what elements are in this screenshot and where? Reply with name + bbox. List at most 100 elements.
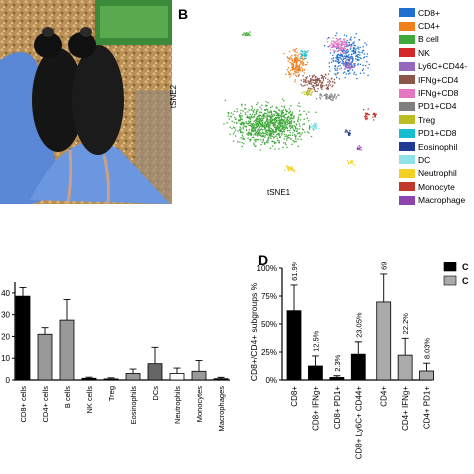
tsne-point xyxy=(276,107,278,109)
tsne-point xyxy=(278,117,281,119)
tsne-point xyxy=(286,56,288,58)
tsne-point xyxy=(334,50,336,52)
tsne-point xyxy=(251,130,253,132)
tsne-point xyxy=(349,58,351,60)
tsne-point xyxy=(347,55,349,57)
tsne-point xyxy=(336,67,338,69)
y-tick-label: 0% xyxy=(265,376,277,385)
tsne-point xyxy=(345,56,347,58)
tsne-point xyxy=(355,33,357,35)
tsne-point xyxy=(259,121,261,123)
tsne-point xyxy=(292,68,294,71)
tsne-point xyxy=(331,40,333,42)
tsne-point xyxy=(281,122,283,124)
error-bar xyxy=(173,367,181,374)
tsne-point xyxy=(283,129,285,131)
tsne-point xyxy=(290,58,293,60)
tsne-point xyxy=(337,42,339,44)
tsne-point xyxy=(289,110,291,112)
tsne-point xyxy=(350,162,352,164)
tsne-point xyxy=(312,129,315,131)
tsne-point xyxy=(347,50,350,52)
tsne-point xyxy=(290,117,292,120)
tsne-point xyxy=(293,129,295,131)
value-label: 2.3% xyxy=(333,354,342,371)
tsne-point xyxy=(277,122,280,125)
tsne-point xyxy=(364,117,367,119)
tsne-point xyxy=(366,53,368,55)
tsne-point xyxy=(333,46,335,48)
tsne-point xyxy=(266,120,268,122)
tsne-point xyxy=(281,98,284,100)
tsne-point xyxy=(313,125,315,128)
bar xyxy=(329,377,345,381)
legend-swatch xyxy=(399,34,415,44)
tsne-point xyxy=(325,77,327,79)
tsne-point xyxy=(347,132,350,134)
tsne-point xyxy=(290,166,292,169)
tsne-point xyxy=(319,97,321,99)
tsne-point xyxy=(273,110,275,113)
tsne-point xyxy=(353,47,355,49)
tsne-point xyxy=(259,114,261,117)
tsne-point xyxy=(243,138,245,141)
tsne-point xyxy=(303,91,305,93)
tsne-point xyxy=(256,122,258,124)
tsne-point xyxy=(235,135,237,137)
tsne-point xyxy=(302,62,305,64)
tsne-point xyxy=(242,121,244,124)
tsne-point xyxy=(280,125,282,127)
tsne-point xyxy=(268,126,270,129)
legend-swatch xyxy=(399,115,415,125)
tsne-point xyxy=(282,122,284,125)
tsne-point xyxy=(268,130,270,132)
tsne-point xyxy=(297,57,299,59)
tsne-point xyxy=(341,43,343,45)
tsne-point xyxy=(349,161,351,163)
tsne-point xyxy=(247,34,250,36)
tsne-point xyxy=(283,117,286,119)
category-label: CD8+ IFNg+ xyxy=(311,386,320,431)
tsne-point xyxy=(245,113,247,116)
tsne-point xyxy=(313,85,315,87)
tsne-point xyxy=(293,54,296,56)
tsne-point xyxy=(307,89,309,92)
tsne-point xyxy=(254,132,257,134)
tsne-point xyxy=(248,109,250,111)
tsne-point xyxy=(301,54,303,56)
tsne-point xyxy=(298,69,301,72)
tsne-point xyxy=(293,171,295,173)
tsne-point xyxy=(239,128,241,131)
tsne-point xyxy=(278,130,281,132)
tsne-point xyxy=(366,113,368,115)
tsne-point xyxy=(262,119,264,121)
tsne-point xyxy=(294,135,296,137)
tsne-point xyxy=(327,73,330,75)
tsne-point xyxy=(309,80,312,82)
tsne-point xyxy=(271,105,273,108)
tsne-point xyxy=(373,113,376,116)
tsne-point xyxy=(262,117,264,120)
tsne-point xyxy=(288,112,290,114)
tsne-point xyxy=(291,166,294,168)
tsne-point xyxy=(284,120,286,123)
tsne-point xyxy=(349,69,351,71)
tsne-point xyxy=(329,95,331,97)
legend-item: Treg xyxy=(399,113,474,126)
tsne-point xyxy=(285,126,287,128)
tsne-point xyxy=(328,97,330,99)
tsne-point xyxy=(278,142,280,144)
tsne-point xyxy=(304,81,306,83)
tsne-point xyxy=(294,49,296,51)
bar xyxy=(286,310,302,381)
tsne-point xyxy=(283,142,285,144)
tsne-point xyxy=(300,138,302,140)
tsne-point xyxy=(242,128,244,130)
tsne-point xyxy=(276,116,278,119)
tsne-point xyxy=(332,37,334,39)
tsne-point xyxy=(334,94,336,96)
tsne-point xyxy=(296,70,298,72)
tsne-point xyxy=(336,69,338,71)
tsne-point xyxy=(334,93,336,95)
tsne-point xyxy=(337,57,339,59)
